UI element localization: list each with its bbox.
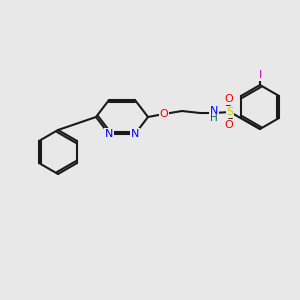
Text: N: N	[131, 129, 139, 139]
Text: O: O	[225, 120, 233, 130]
Text: O: O	[160, 109, 168, 119]
Text: N: N	[105, 129, 113, 139]
Text: H: H	[210, 113, 218, 123]
Text: S: S	[226, 107, 234, 117]
Text: O: O	[225, 94, 233, 104]
Text: N: N	[210, 106, 218, 116]
Text: I: I	[258, 70, 262, 80]
